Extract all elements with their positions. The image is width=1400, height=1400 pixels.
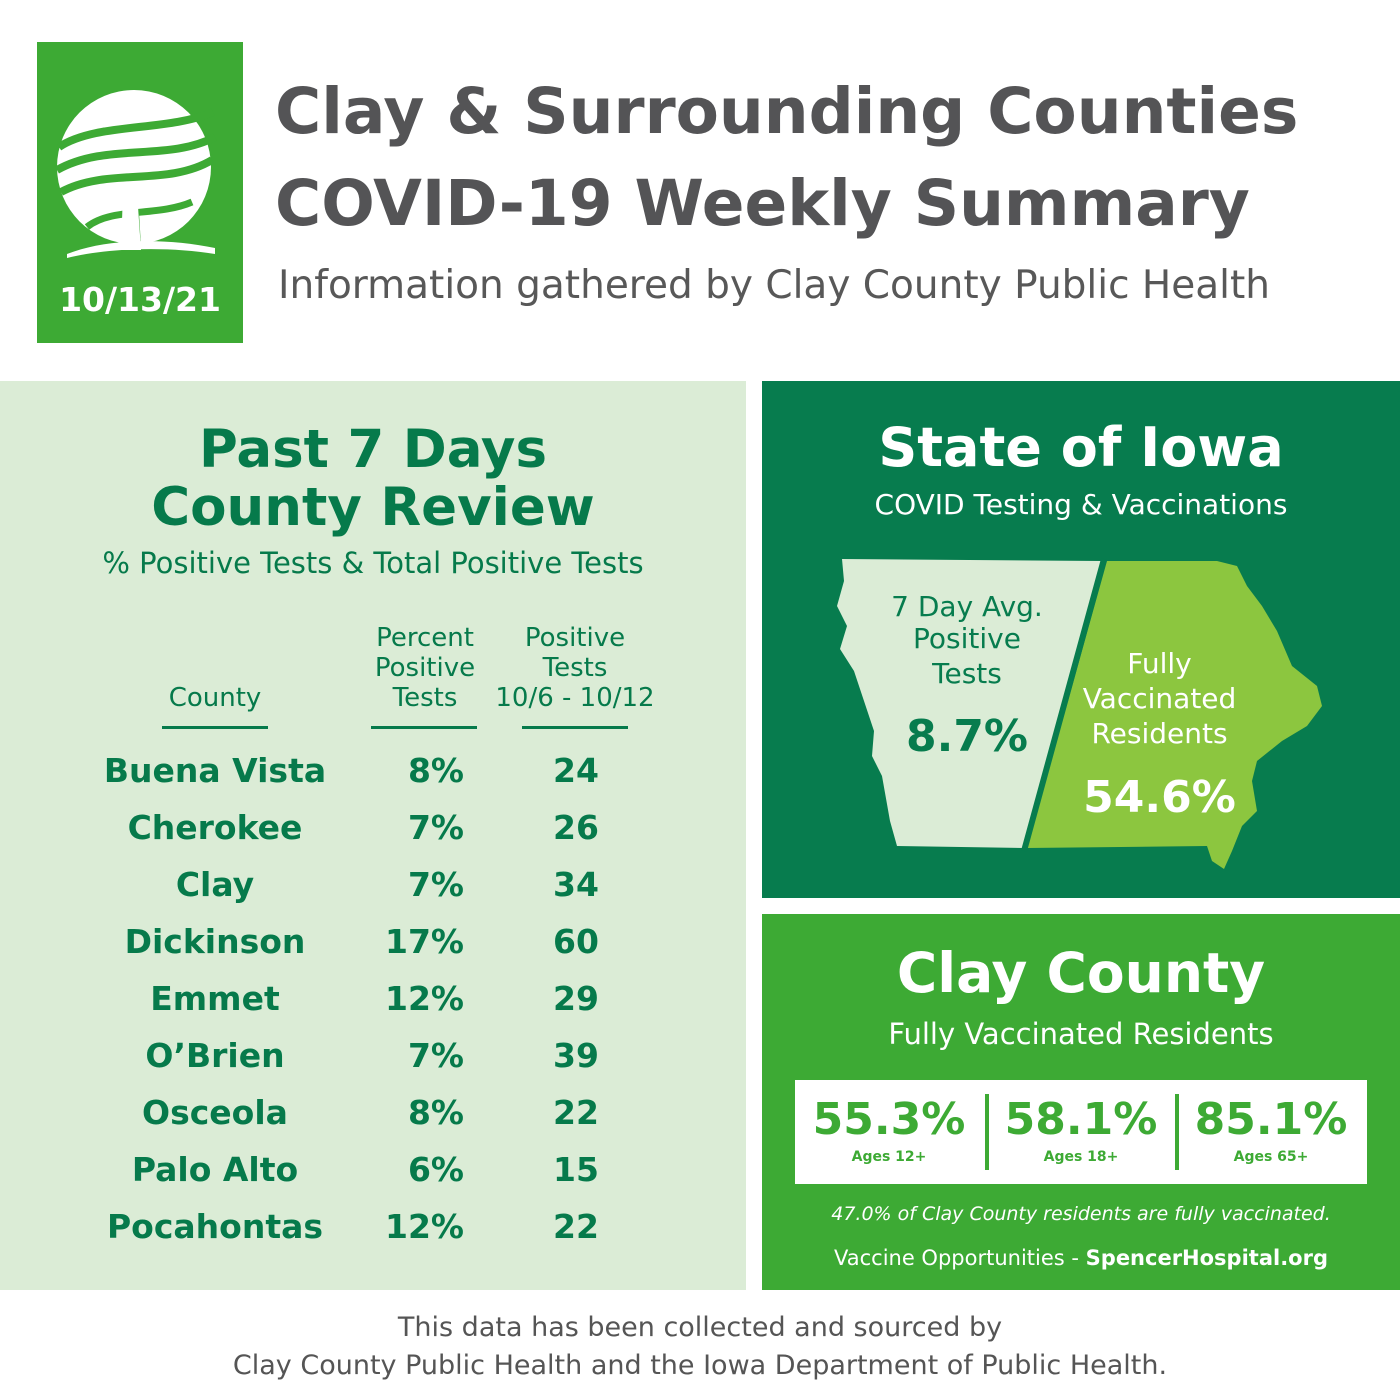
county-name: Emmet bbox=[150, 979, 280, 1018]
stat-value: 58.1% bbox=[1004, 1094, 1158, 1145]
vaccination-note: 47.0% of Clay County residents are fully… bbox=[831, 1203, 1331, 1225]
clay-subtitle: Fully Vaccinated Residents bbox=[888, 1017, 1274, 1051]
positive-tests: 34 bbox=[553, 865, 599, 904]
positive-tests: 26 bbox=[553, 808, 599, 847]
county-review-subtitle: % Positive Tests & Total Positive Tests bbox=[102, 546, 644, 580]
positive-tests: 39 bbox=[553, 1036, 599, 1075]
clay-county-panel: Clay County Fully Vaccinated Residents 5… bbox=[762, 914, 1400, 1290]
stat-value: 85.1% bbox=[1194, 1094, 1348, 1145]
percent-positive: 7% bbox=[407, 865, 464, 904]
percent-positive: 12% bbox=[385, 1207, 464, 1246]
stat-ages-65: 85.1% Ages 65+ bbox=[1177, 1080, 1365, 1184]
column-header-percent-line3: Tests bbox=[392, 683, 458, 713]
county-name: Buena Vista bbox=[103, 751, 327, 790]
county-name: Palo Alto bbox=[131, 1150, 299, 1189]
county-review-panel: Past 7 Days County Review % Positive Tes… bbox=[0, 381, 746, 1290]
column-header-positive-line1: Positive bbox=[524, 623, 626, 653]
clay-title: Clay County bbox=[896, 941, 1266, 1005]
table-row: Osceola 8% 22 bbox=[0, 1093, 746, 1133]
column-header-percent-line2: Positive bbox=[374, 653, 476, 683]
stat-ages-18: 58.1% Ages 18+ bbox=[987, 1080, 1175, 1184]
positive-tests: 22 bbox=[553, 1207, 599, 1246]
opportunities-prefix: Vaccine Opportunities - bbox=[834, 1246, 1086, 1270]
percent-positive: 12% bbox=[385, 979, 464, 1018]
stat-divider bbox=[985, 1094, 989, 1170]
percent-positive: 6% bbox=[407, 1150, 464, 1189]
page-subtitle: Information gathered by Clay County Publ… bbox=[278, 263, 1270, 308]
avg-label-line1: 7 Day Avg. bbox=[891, 590, 1043, 623]
table-row: O’Brien 7% 39 bbox=[0, 1036, 746, 1076]
table-row: Dickinson 17% 60 bbox=[0, 922, 746, 962]
state-subtitle: COVID Testing & Vaccinations bbox=[874, 488, 1288, 521]
page-title-line2: COVID-19 Weekly Summary bbox=[275, 167, 1250, 240]
stat-label: Ages 18+ bbox=[1043, 1149, 1119, 1165]
spencer-hospital-link[interactable]: SpencerHospital.org bbox=[1085, 1246, 1328, 1270]
iowa-map-icon bbox=[837, 558, 1322, 869]
table-row: Emmet 12% 29 bbox=[0, 979, 746, 1019]
tree-logo-icon bbox=[55, 90, 217, 258]
column-header-positive-line3: 10/6 - 10/12 bbox=[495, 683, 655, 713]
percent-positive: 7% bbox=[407, 1036, 464, 1075]
report-date: 10/13/21 bbox=[59, 280, 221, 319]
stat-label: Ages 12+ bbox=[851, 1149, 927, 1165]
vaccine-opportunities: Vaccine Opportunities - SpencerHospital.… bbox=[762, 1248, 1400, 1269]
table-row: Cherokee 7% 26 bbox=[0, 808, 746, 848]
column-header-county: County bbox=[168, 683, 262, 713]
positive-tests: 24 bbox=[553, 751, 599, 790]
positive-tests: 29 bbox=[553, 979, 599, 1018]
positive-tests: 22 bbox=[553, 1093, 599, 1132]
vax-label-line1: Fully bbox=[1127, 647, 1192, 680]
column-header-positive-line2: Tests bbox=[542, 653, 608, 683]
logo-badge: 10/13/21 bbox=[37, 42, 243, 343]
column-rule-percent bbox=[371, 726, 477, 729]
vax-value: 54.6% bbox=[1083, 772, 1236, 823]
percent-positive: 17% bbox=[385, 922, 464, 961]
vaccination-stats-box: 55.3% Ages 12+ 58.1% Ages 18+ 85.1% Ages… bbox=[795, 1080, 1367, 1184]
table-row: Buena Vista 8% 24 bbox=[0, 751, 746, 791]
avg-label-line3: Tests bbox=[932, 657, 1002, 690]
table-row: Palo Alto 6% 15 bbox=[0, 1150, 746, 1190]
column-rule-county bbox=[162, 726, 268, 729]
county-review-title-line2: County Review bbox=[151, 477, 595, 538]
stat-divider bbox=[1175, 1094, 1179, 1170]
stat-label: Ages 65+ bbox=[1233, 1149, 1309, 1165]
county-name: O’Brien bbox=[145, 1036, 285, 1075]
percent-positive: 7% bbox=[407, 808, 464, 847]
percent-positive: 8% bbox=[407, 751, 464, 790]
footer-line2: Clay County Public Health and the Iowa D… bbox=[232, 1350, 1168, 1381]
table-row: Pocahontas 12% 22 bbox=[0, 1207, 746, 1247]
avg-value: 8.7% bbox=[905, 711, 1029, 762]
county-name: Osceola bbox=[142, 1093, 288, 1132]
percent-positive: 8% bbox=[407, 1093, 464, 1132]
column-rule-positive bbox=[522, 726, 628, 729]
stat-value: 55.3% bbox=[812, 1094, 966, 1145]
county-name: Cherokee bbox=[127, 808, 303, 847]
footer-line1: This data has been collected and sourced… bbox=[397, 1312, 1003, 1343]
vax-label-line2: Vaccinated bbox=[1082, 682, 1237, 715]
column-header-percent-line1: Percent bbox=[376, 623, 474, 653]
table-row: Clay 7% 34 bbox=[0, 865, 746, 905]
page-title-line1: Clay & Surrounding Counties bbox=[275, 75, 1299, 148]
state-title: State of Iowa bbox=[878, 416, 1284, 479]
county-name: Dickinson bbox=[124, 922, 306, 961]
positive-tests: 15 bbox=[553, 1150, 599, 1189]
state-of-iowa-panel: State of Iowa COVID Testing & Vaccinatio… bbox=[762, 381, 1400, 898]
positive-tests: 60 bbox=[553, 922, 599, 961]
county-review-title-line1: Past 7 Days bbox=[198, 419, 548, 480]
vax-label-line3: Residents bbox=[1091, 717, 1228, 750]
county-name: Clay bbox=[175, 865, 255, 904]
county-name: Pocahontas bbox=[106, 1207, 324, 1246]
stat-ages-12: 55.3% Ages 12+ bbox=[795, 1080, 983, 1184]
avg-label-line2: Positive bbox=[913, 622, 1021, 655]
